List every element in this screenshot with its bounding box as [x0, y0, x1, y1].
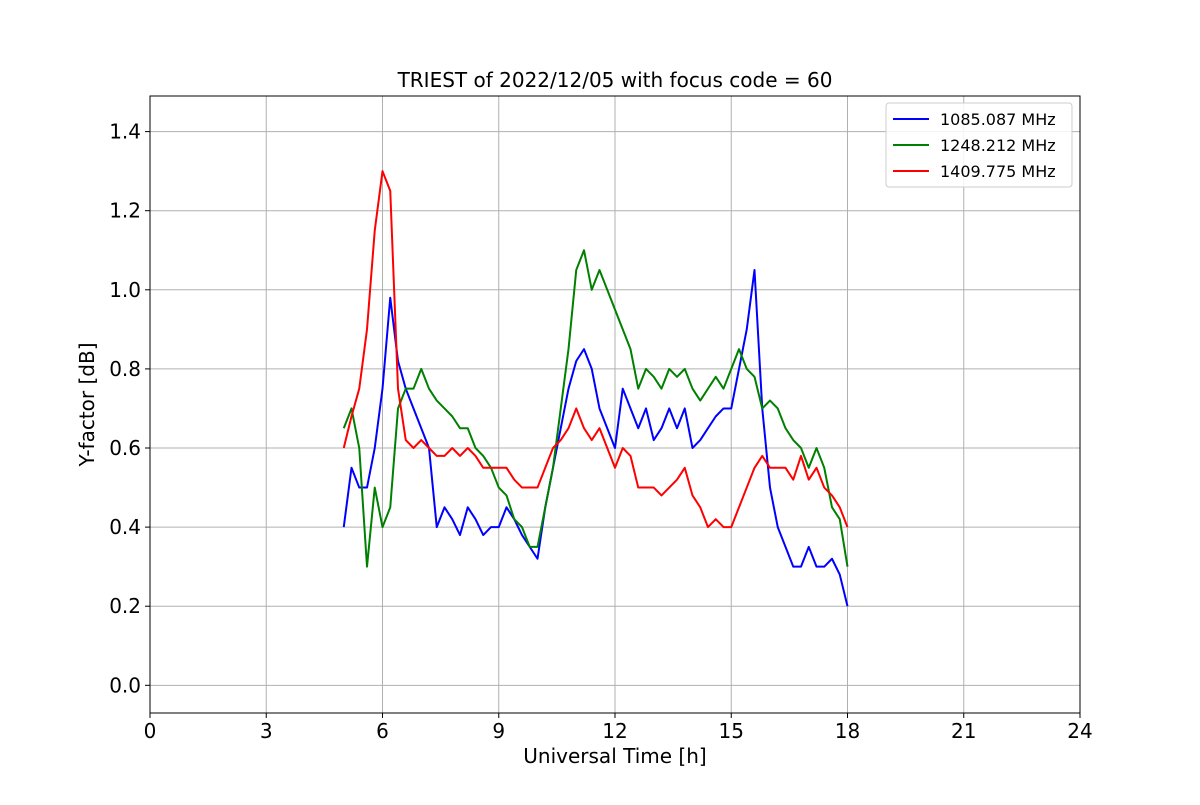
series-layer — [342, 170, 849, 607]
y-tick-label: 0.0 — [109, 673, 141, 697]
y-tick-label: 0.2 — [109, 594, 141, 618]
y-tick-label: 1.2 — [109, 199, 141, 223]
legend-label: 1248.212 MHz — [940, 136, 1056, 155]
series-line-1 — [342, 269, 849, 607]
x-tick-label: 15 — [719, 719, 744, 743]
legend-label: 1085.087 MHz — [940, 110, 1056, 129]
x-tick-label: 12 — [602, 719, 627, 743]
x-tick-label: 9 — [492, 719, 505, 743]
series-line-2 — [342, 249, 849, 568]
y-tick-label: 0.6 — [109, 436, 141, 460]
x-tick-label: 24 — [1067, 719, 1092, 743]
series-line-3 — [342, 170, 849, 529]
y-axis-label: Y-factor [dB] — [75, 342, 99, 467]
legend: 1085.087 MHz 1248.212 MHz 1409.775 MHz — [885, 102, 1073, 188]
x-tick-label: 21 — [951, 719, 976, 743]
x-axis-label: Universal Time [h] — [523, 744, 706, 768]
x-tick-label: 3 — [260, 719, 273, 743]
y-tick-label: 0.4 — [109, 515, 141, 539]
chart-title: TRIEST of 2022/12/05 with focus code = 6… — [397, 68, 833, 92]
ticks: 0 3 6 9 12 15 18 21 24 0.0 0.2 0.4 0.6 0.8 1.0 1.2 1.4 — [109, 120, 1093, 743]
y-tick-label: 0.8 — [109, 357, 141, 381]
y-tick-label: 1.0 — [109, 278, 141, 302]
x-tick-label: 18 — [835, 719, 860, 743]
y-tick-label: 1.4 — [109, 120, 141, 144]
legend-label: 1409.775 MHz — [940, 162, 1056, 181]
legend-frame — [885, 102, 1073, 188]
x-tick-label: 6 — [376, 719, 389, 743]
x-tick-label: 0 — [144, 719, 157, 743]
